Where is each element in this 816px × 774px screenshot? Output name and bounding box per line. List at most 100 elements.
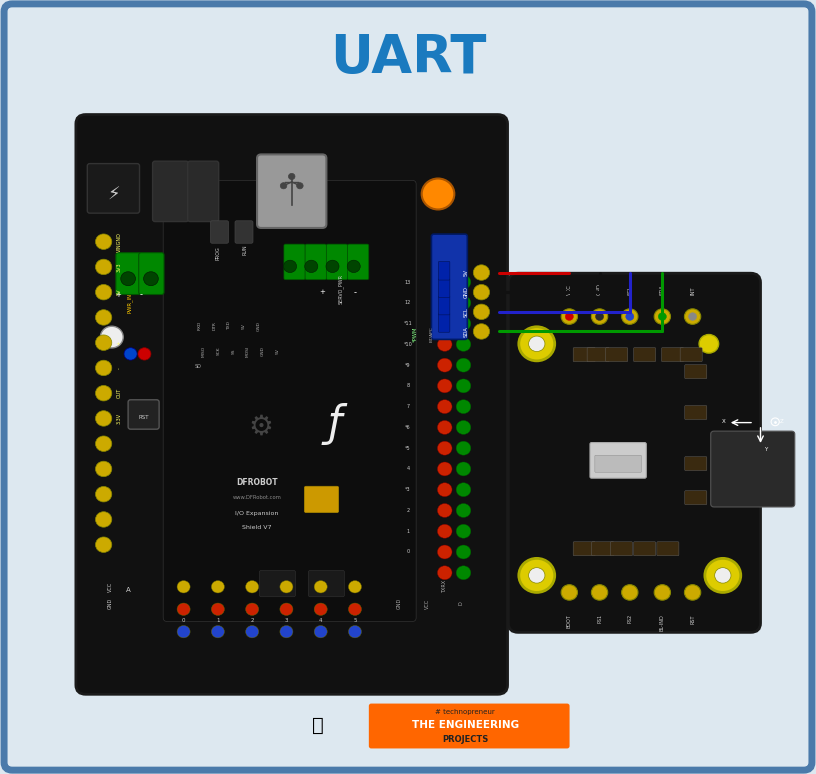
Circle shape	[437, 358, 452, 372]
Circle shape	[689, 313, 697, 320]
Circle shape	[437, 317, 452, 330]
FancyBboxPatch shape	[592, 542, 614, 556]
Text: 5V: 5V	[276, 348, 279, 354]
Circle shape	[280, 625, 293, 638]
Circle shape	[211, 603, 224, 615]
Circle shape	[138, 348, 151, 360]
FancyBboxPatch shape	[308, 570, 344, 597]
Circle shape	[422, 179, 455, 210]
Circle shape	[95, 285, 112, 300]
Text: RST: RST	[690, 614, 695, 624]
Text: ƒ: ƒ	[327, 403, 342, 445]
Text: GND: GND	[597, 283, 602, 295]
Circle shape	[456, 296, 471, 310]
Text: Y: Y	[764, 447, 767, 452]
Circle shape	[280, 603, 293, 615]
Circle shape	[473, 324, 490, 339]
Text: 7: 7	[406, 404, 410, 409]
Circle shape	[437, 545, 452, 559]
Text: A: A	[126, 587, 131, 593]
Text: 5V: 5V	[117, 289, 122, 296]
FancyBboxPatch shape	[685, 491, 707, 505]
Circle shape	[437, 566, 452, 580]
FancyBboxPatch shape	[605, 348, 628, 361]
Text: *10: *10	[404, 342, 412, 347]
FancyBboxPatch shape	[4, 4, 812, 770]
Circle shape	[456, 420, 471, 434]
FancyBboxPatch shape	[305, 244, 326, 279]
Text: ⚙: ⚙	[249, 413, 273, 441]
Circle shape	[596, 313, 604, 320]
Circle shape	[437, 504, 452, 518]
FancyBboxPatch shape	[326, 244, 348, 279]
Text: +: +	[117, 341, 122, 344]
Circle shape	[95, 259, 112, 275]
Text: RUN: RUN	[242, 245, 247, 255]
Text: 1: 1	[406, 529, 410, 534]
Text: # technopreneur: # technopreneur	[435, 709, 495, 715]
Circle shape	[561, 309, 578, 324]
Text: BT/APC: BT/APC	[430, 327, 434, 342]
FancyBboxPatch shape	[685, 406, 707, 420]
Text: VINGND: VINGND	[117, 231, 122, 252]
Circle shape	[437, 483, 452, 497]
Circle shape	[281, 183, 287, 189]
Circle shape	[437, 275, 452, 289]
Text: SERVO_PWR: SERVO_PWR	[339, 274, 344, 304]
FancyBboxPatch shape	[590, 443, 646, 478]
Circle shape	[95, 537, 112, 553]
Text: SCL: SCL	[628, 285, 632, 295]
FancyBboxPatch shape	[657, 542, 679, 556]
Text: INT: INT	[690, 286, 695, 295]
Circle shape	[654, 584, 671, 600]
FancyBboxPatch shape	[369, 704, 570, 748]
Text: RXD: RXD	[198, 321, 202, 330]
Circle shape	[561, 584, 578, 600]
Circle shape	[177, 603, 190, 615]
Text: GND: GND	[463, 286, 468, 298]
Text: DFROBOT: DFROBOT	[236, 478, 278, 488]
Circle shape	[211, 625, 224, 638]
Text: 0: 0	[182, 618, 185, 623]
Text: TXRX: TXRX	[441, 580, 446, 594]
Text: 2: 2	[406, 508, 410, 513]
Text: BL-IND: BL-IND	[660, 614, 665, 631]
Text: OUT: OUT	[117, 388, 122, 399]
Text: UART: UART	[330, 32, 486, 84]
Circle shape	[456, 399, 471, 413]
Text: -: -	[354, 288, 357, 296]
Circle shape	[592, 309, 608, 324]
Text: 🤖: 🤖	[313, 716, 324, 735]
Text: +: +	[115, 292, 122, 298]
Text: 2: 2	[251, 618, 254, 623]
Text: THE ENGINEERING: THE ENGINEERING	[411, 721, 519, 730]
Text: 1: 1	[216, 618, 220, 623]
Circle shape	[177, 625, 190, 638]
Circle shape	[348, 580, 361, 593]
FancyBboxPatch shape	[284, 244, 305, 279]
Text: PS2: PS2	[628, 614, 632, 623]
Circle shape	[565, 313, 574, 320]
Circle shape	[100, 327, 123, 348]
Circle shape	[437, 420, 452, 434]
Text: I/O Expansion: I/O Expansion	[235, 512, 279, 516]
Text: PROG: PROG	[215, 246, 220, 260]
FancyBboxPatch shape	[588, 348, 609, 361]
Circle shape	[456, 358, 471, 372]
Circle shape	[326, 260, 339, 272]
FancyBboxPatch shape	[573, 348, 595, 361]
Circle shape	[95, 461, 112, 477]
Circle shape	[347, 260, 360, 272]
Circle shape	[456, 337, 471, 351]
Text: X: X	[721, 420, 725, 424]
Circle shape	[473, 265, 490, 280]
Circle shape	[659, 313, 667, 320]
Text: 4: 4	[406, 467, 410, 471]
Circle shape	[348, 603, 361, 615]
Circle shape	[437, 379, 452, 393]
Text: MOSI: MOSI	[246, 345, 250, 357]
Text: PS1: PS1	[597, 614, 602, 623]
FancyBboxPatch shape	[153, 161, 188, 221]
Circle shape	[622, 584, 638, 600]
Text: 4: 4	[319, 618, 322, 623]
